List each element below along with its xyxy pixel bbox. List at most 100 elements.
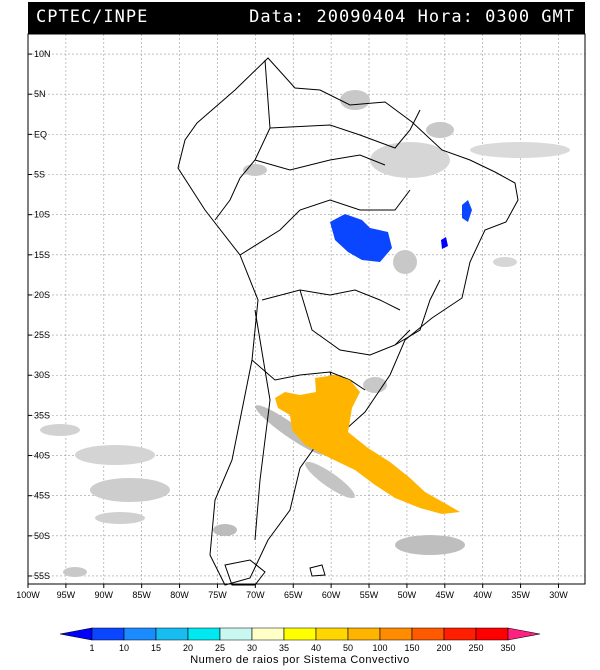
colorbar-level-label: 15 <box>151 643 161 653</box>
cloud-patch <box>213 524 237 536</box>
colorbar-swatch <box>443 627 477 641</box>
colorbar-level-label: 35 <box>279 643 289 653</box>
lon-tick-label: 95W <box>57 590 76 600</box>
lightning-cluster-blue-central <box>330 214 392 262</box>
colorbar-level-label: 40 <box>311 643 321 653</box>
lat-tick-label: 25S <box>34 330 50 340</box>
country-border <box>254 154 386 171</box>
cloud-patch <box>305 461 355 499</box>
datetime-label: Data: 20090404 Hora: 0300 GMT <box>249 7 575 27</box>
lon-tick-label: 45W <box>436 590 455 600</box>
colorbar-swatch <box>283 627 317 641</box>
lon-tick-label: 30W <box>549 590 568 600</box>
lightning-cluster-blue-small <box>441 237 448 249</box>
colorbar-swatch <box>379 627 413 641</box>
colorbar-swatch <box>315 627 349 641</box>
colorbar-swatch <box>251 627 285 641</box>
colorbar-level-label: 200 <box>436 643 451 653</box>
lightning-cluster-blue-east <box>462 200 472 222</box>
country-border <box>299 289 411 356</box>
colorbar-swatch <box>187 627 221 641</box>
cloud-patch <box>75 445 155 465</box>
colorbar-level-label: 350 <box>500 643 515 653</box>
map-header: CPTEC/INPE Data: 20090404 Hora: 0300 GMT <box>28 2 585 34</box>
lon-tick-label: 70W <box>246 590 265 600</box>
cloud-patch <box>470 142 570 158</box>
colorbar-level-label: 150 <box>404 643 419 653</box>
lon-tick-label: 50W <box>398 590 417 600</box>
lon-tick-label: 75W <box>208 590 227 600</box>
cloud-patch <box>370 142 450 178</box>
convective-systems <box>275 200 472 514</box>
colorbar-level-label: 50 <box>343 643 353 653</box>
south-america-coastline <box>177 57 519 586</box>
date-label: Data: <box>249 7 306 27</box>
lat-tick-label: 35S <box>34 410 50 420</box>
colorbar-swatch <box>123 627 157 641</box>
falkland-islands <box>309 564 326 577</box>
cloud-patch <box>395 535 465 555</box>
graticule <box>27 34 585 584</box>
colorbar-level-label: 30 <box>247 643 257 653</box>
lat-tick-label: 5S <box>34 170 45 180</box>
lon-tick-label: 60W <box>322 590 341 600</box>
lon-tick-label: 100W <box>16 590 40 600</box>
lon-tick-label: 65W <box>284 590 303 600</box>
lon-tick-label: 80W <box>170 590 189 600</box>
colorbar-level-label: 100 <box>372 643 387 653</box>
time-label: Hora: <box>417 7 474 27</box>
lat-tick-label: 40S <box>34 451 50 461</box>
map-frame <box>27 33 586 585</box>
lon-tick-label: 90W <box>95 590 114 600</box>
lon-tick-label: 35W <box>511 590 530 600</box>
cloud-patch <box>393 250 417 274</box>
lat-tick-label: 45S <box>34 491 50 501</box>
coastlines-and-borders <box>177 57 519 586</box>
axis-ticks: 100W 95W 90W 85W 80W 75W 70W 65W 60W 55W 50W 45W 40W… <box>16 49 568 600</box>
colorbar-swatch <box>219 627 253 641</box>
colorbar-swatch <box>59 627 93 641</box>
colorbar-level-label: 10 <box>119 643 129 653</box>
cloud-patch <box>95 512 145 524</box>
country-border <box>251 359 366 391</box>
lon-tick-label: 55W <box>360 590 379 600</box>
colorbar-level-label: 250 <box>468 643 483 653</box>
country-border <box>261 289 401 311</box>
lat-tick-label: 5N <box>34 89 46 99</box>
colorbar-swatch <box>347 627 381 641</box>
lat-tick-label: EQ <box>34 129 47 139</box>
tierra-del-fuego <box>224 559 266 586</box>
colorbar-level-label: 20 <box>183 643 193 653</box>
lon-tick-label: 40W <box>473 590 492 600</box>
lat-tick-label: 15S <box>34 250 50 260</box>
lon-tick-label: 85W <box>132 590 151 600</box>
time-value: 0300 GMT <box>485 7 575 27</box>
lat-tick-label: 50S <box>34 531 50 541</box>
colorbar-swatch <box>411 627 445 641</box>
cloud-cover <box>40 90 570 577</box>
colorbar-level-label: 25 <box>215 643 225 653</box>
lat-tick-label: 10N <box>34 49 51 59</box>
date-value: 20090404 <box>316 7 407 27</box>
country-border <box>269 109 421 149</box>
colorbar-swatch <box>155 627 189 641</box>
colorbar-level-label: 1 <box>89 643 94 653</box>
cloud-patch <box>63 567 87 577</box>
lat-tick-label: 20S <box>34 290 50 300</box>
cloud-patch <box>426 122 454 138</box>
lightning-cluster-orange <box>275 375 460 514</box>
colorbar-swatch <box>475 627 509 641</box>
country-border <box>254 309 271 541</box>
cloud-patch <box>40 424 80 436</box>
country-border <box>239 189 411 256</box>
cloud-patch <box>90 478 170 502</box>
lat-tick-label: 10S <box>34 210 50 220</box>
organization-label: CPTEC/INPE <box>36 7 149 27</box>
colorbar-swatch <box>91 627 125 641</box>
cloud-patch <box>340 90 370 110</box>
lat-tick-label: 30S <box>34 370 50 380</box>
colorbar-swatch <box>507 627 541 641</box>
colorbar: 1 10 15 20 25 30 35 40 50 100 150 200 250 350 <box>59 627 541 653</box>
colorbar-title: Numero de raios por Sistema Convectivo <box>190 654 410 666</box>
